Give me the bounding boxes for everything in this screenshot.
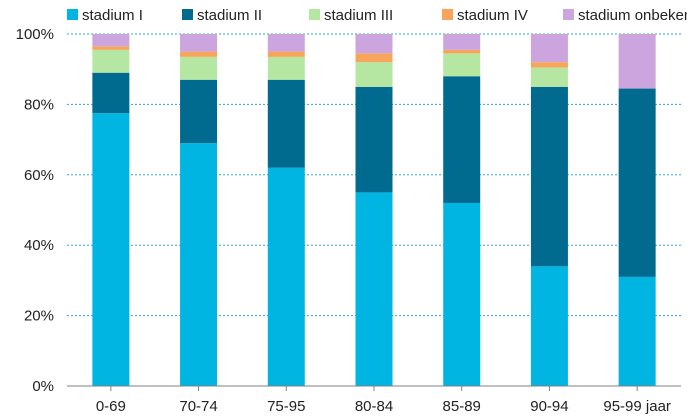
bar-segment — [180, 79, 218, 144]
y-tick-label: 0% — [32, 378, 54, 395]
bar-segment — [92, 49, 130, 73]
x-tick-label: 80-84 — [355, 398, 393, 415]
legend: stadium I stadium II stadium III stadium IV… — [67, 7, 687, 24]
x-tick-label: 85-89 — [443, 398, 481, 415]
bar-segment — [180, 34, 218, 52]
legend-swatch — [563, 9, 574, 20]
legend-label: stadium onbekend — [578, 7, 687, 24]
bar-segment — [267, 167, 305, 386]
bar-segment — [92, 46, 130, 50]
x-tick-label: 90-94 — [530, 398, 568, 415]
y-tick-label: 40% — [24, 237, 54, 254]
bar-segment — [530, 266, 568, 386]
bars — [92, 34, 656, 386]
legend-swatch — [309, 9, 320, 20]
bar-segment — [355, 62, 393, 87]
bar-segment — [267, 56, 305, 80]
bar-segment — [443, 53, 481, 77]
bar-segment — [180, 51, 218, 57]
bar-segment — [618, 34, 656, 89]
bar-segment — [443, 202, 481, 386]
bar-segment — [443, 76, 481, 203]
bar-segment — [530, 86, 568, 267]
bar-segment — [355, 192, 393, 386]
bar-segment — [92, 34, 130, 47]
legend-swatch — [67, 9, 78, 20]
bar-segment — [180, 143, 218, 386]
y-tick-label: 100% — [16, 26, 54, 43]
legend-label: stadium III — [324, 7, 393, 24]
y-tick-label: 20% — [24, 308, 54, 325]
bar-segment — [92, 113, 130, 386]
legend-label: stadium II — [197, 7, 262, 24]
legend-label: stadium I — [82, 7, 143, 24]
x-tick-label: 75-95 — [267, 398, 305, 415]
bar-segment — [530, 67, 568, 87]
bar-segment — [267, 51, 305, 57]
bar-segment — [618, 88, 656, 277]
legend-label: stadium IV — [457, 7, 528, 24]
bar-segment — [355, 34, 393, 54]
bar-segment — [355, 53, 393, 63]
bar-segment — [443, 49, 481, 54]
x-tick-label: 70-74 — [179, 398, 217, 415]
bar-segment — [92, 72, 130, 114]
bar-segment — [530, 62, 568, 68]
bar-segment — [355, 86, 393, 193]
bar-segment — [267, 79, 305, 168]
bar-segment — [443, 34, 481, 50]
x-tick-label: 0-69 — [96, 398, 126, 415]
y-tick-label: 60% — [24, 167, 54, 184]
legend-swatch — [182, 9, 193, 20]
axes: 0% 20% 40% 60% 80% 100% 0-69 70-74 75-95 80-84 85-… — [16, 26, 681, 415]
legend-swatch — [442, 9, 453, 20]
bar-segment — [180, 56, 218, 80]
x-tick-label: 95-99 jaar — [603, 398, 671, 415]
bar-segment — [530, 34, 568, 63]
y-tick-label: 80% — [24, 96, 54, 113]
bar-segment — [267, 34, 305, 52]
bar-segment — [618, 276, 656, 386]
